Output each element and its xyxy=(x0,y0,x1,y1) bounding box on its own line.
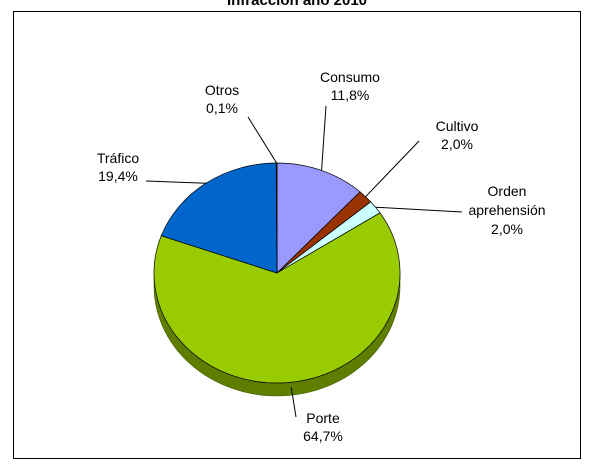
value-label-porte: 64,7% xyxy=(303,428,343,444)
value-label-otros: 0,1% xyxy=(206,100,238,116)
leader-line-orden-aprehensión xyxy=(375,206,463,213)
category-label-orden-aprehensión: aprehensión xyxy=(468,202,545,218)
value-label-consumo: 11,8% xyxy=(331,87,370,103)
pie-slice-tráfico xyxy=(160,162,278,274)
pie-slice-consumo xyxy=(276,162,361,274)
category-label-otros: Otros xyxy=(205,82,239,98)
value-label-orden-aprehensión: 2,0% xyxy=(491,221,523,237)
category-label-cultivo: Cultivo xyxy=(436,118,479,134)
chart-title: Infracción año 2010 xyxy=(226,0,368,9)
category-label-tráfico: Tráfico xyxy=(97,150,139,166)
leader-line-otros xyxy=(247,116,278,164)
leader-line-consumo xyxy=(321,105,327,171)
value-label-cultivo: 2,0% xyxy=(441,136,473,152)
leader-line-porte xyxy=(290,387,297,418)
category-label-consumo: Consumo xyxy=(320,69,380,85)
value-label-tráfico: 19,4% xyxy=(98,168,138,184)
category-label-porte: Porte xyxy=(306,410,340,426)
category-label-orden-aprehensión: Orden xyxy=(488,183,527,199)
pie-slice-porte xyxy=(153,212,401,384)
leader-line-cultivo xyxy=(365,140,420,198)
leader-line-tráfico xyxy=(145,180,206,184)
